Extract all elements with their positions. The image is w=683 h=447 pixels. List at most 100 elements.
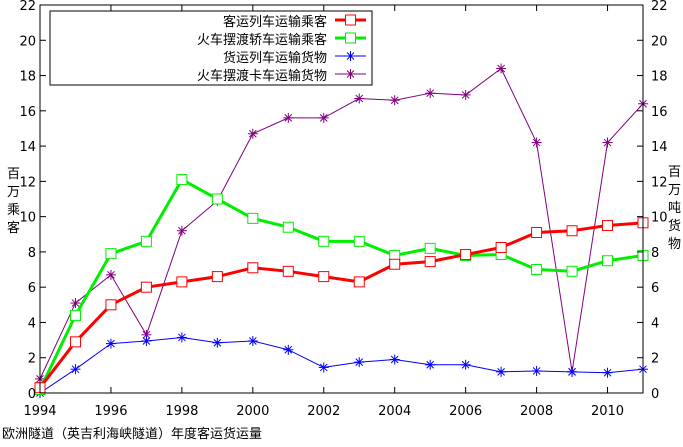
y-tick-label-left: 18 (19, 70, 36, 85)
legend-sample-marker (345, 51, 356, 61)
series-3-line (39, 67, 644, 380)
series-0-point (460, 249, 472, 261)
legend-samples (335, 14, 366, 79)
y-tick-label-right: 6 (651, 281, 659, 296)
series-0-point (318, 271, 330, 283)
series-layer (34, 63, 649, 398)
series-0-point (247, 262, 259, 274)
series-0-point-shape (424, 256, 436, 268)
series-1-point (282, 221, 294, 233)
series-1-point-shape (211, 193, 223, 205)
series-2-point (531, 365, 542, 376)
legend-label-truck-shuttle: 火车摆渡卡车运输货物 (197, 68, 327, 84)
right-axis-title-char: 吨 (668, 201, 681, 216)
series-2-point (283, 344, 294, 355)
series-3-point (460, 89, 471, 100)
series-2-point (354, 357, 365, 368)
series-1-point-shape (424, 242, 436, 254)
series-0-point (105, 299, 117, 311)
series-0-point (424, 256, 436, 268)
plot-area-frame (39, 4, 644, 394)
series-1-line (38, 178, 644, 391)
series-0-point (353, 276, 365, 288)
series-3-point (602, 137, 613, 148)
legend-sample-marker-shape (345, 14, 356, 26)
series-2-point (602, 367, 613, 378)
left-axis-title-char: 客 (7, 220, 20, 236)
series-0-point-shape (211, 271, 223, 283)
series-0-point (211, 271, 223, 283)
y-tick-label-left: 0 (28, 387, 36, 402)
series-0-point-shape (176, 276, 188, 288)
right-axis-title-char: 货 (668, 218, 681, 234)
series-1-point-shape (566, 265, 578, 277)
x-tick-label: 2004 (378, 404, 411, 419)
series-0-point-shape (495, 242, 507, 253)
x-tick-label: 1998 (165, 404, 198, 419)
series-0-point-shape (247, 262, 259, 274)
series-1-point-shape (531, 264, 543, 276)
right-axis-title-char: 百 (668, 165, 681, 180)
series-0-point (566, 225, 578, 237)
series-3-point (318, 112, 329, 123)
series-2-line (39, 336, 644, 394)
series-0-point (495, 242, 507, 253)
y-tick-label-left: 20 (19, 34, 36, 49)
series-2-point (70, 364, 81, 375)
legend-sample-marker (345, 14, 356, 26)
series-1-point (318, 235, 330, 247)
series-0-point-shape (140, 281, 152, 293)
series-1-point (140, 235, 152, 247)
series-2-point (141, 335, 152, 346)
series-0-point-shape (566, 225, 578, 237)
series-0-point-shape (318, 271, 330, 283)
x-tick-label: 2002 (307, 404, 340, 419)
series-1-point-shape (176, 174, 188, 186)
series-3-point (283, 112, 294, 123)
series-1-point (353, 235, 365, 247)
x-tick-label: 2000 (236, 404, 269, 419)
series-3-point (176, 225, 187, 236)
legend-box (49, 10, 373, 86)
y-tick-label-left: 2 (28, 352, 36, 367)
right-axis-title-char: 万 (668, 183, 681, 198)
y-tick-label-left: 12 (19, 175, 36, 190)
series-0-point-shape (389, 258, 401, 270)
series-1 (34, 174, 649, 395)
series-2-point (425, 359, 436, 370)
y-tick-label-right: 12 (651, 175, 668, 190)
series-2-point (318, 362, 329, 373)
series-1-point-shape (318, 235, 330, 247)
series-1-point (424, 242, 436, 254)
y-tick-label-left: 4 (28, 316, 36, 331)
series-1-point-shape (140, 235, 152, 247)
series-0-point-shape (531, 227, 543, 239)
series-0-point (531, 227, 543, 239)
series-1-point-shape (282, 221, 294, 233)
series-0-point-shape (602, 219, 614, 231)
y-tick-label-right: 18 (651, 70, 668, 85)
series-1-point (566, 265, 578, 277)
y-tick-label-right: 16 (651, 105, 668, 120)
series-2-point (176, 332, 187, 343)
series-1-point (531, 264, 543, 276)
legend: 客运列车运输乘客 火车摆渡轿车运输乘客 货运列车运输货物 火车摆渡卡车运输货物 (49, 10, 373, 86)
y-tick-label-left: 22 (19, 0, 36, 14)
right-axis-title-char: 物 (668, 237, 681, 252)
series-0-point-shape (69, 336, 81, 348)
y-tick-label-right: 4 (651, 316, 659, 331)
x-tick-label: 1994 (23, 404, 56, 419)
y-tick-label-right: 0 (651, 387, 659, 402)
left-axis-title-char: 百 (7, 167, 20, 182)
legend-sample-marker (345, 32, 356, 44)
series-1-point-shape (602, 255, 614, 267)
x-tick-label: 1996 (94, 404, 127, 419)
y-tick-label-right: 2 (651, 352, 659, 367)
series-3-point (70, 298, 81, 309)
series-3-point (389, 95, 400, 106)
series-3-point (496, 63, 507, 74)
y-tick-label-right: 14 (651, 140, 668, 155)
series-0-point (389, 258, 401, 270)
y-tick-label-right: 8 (651, 246, 659, 261)
